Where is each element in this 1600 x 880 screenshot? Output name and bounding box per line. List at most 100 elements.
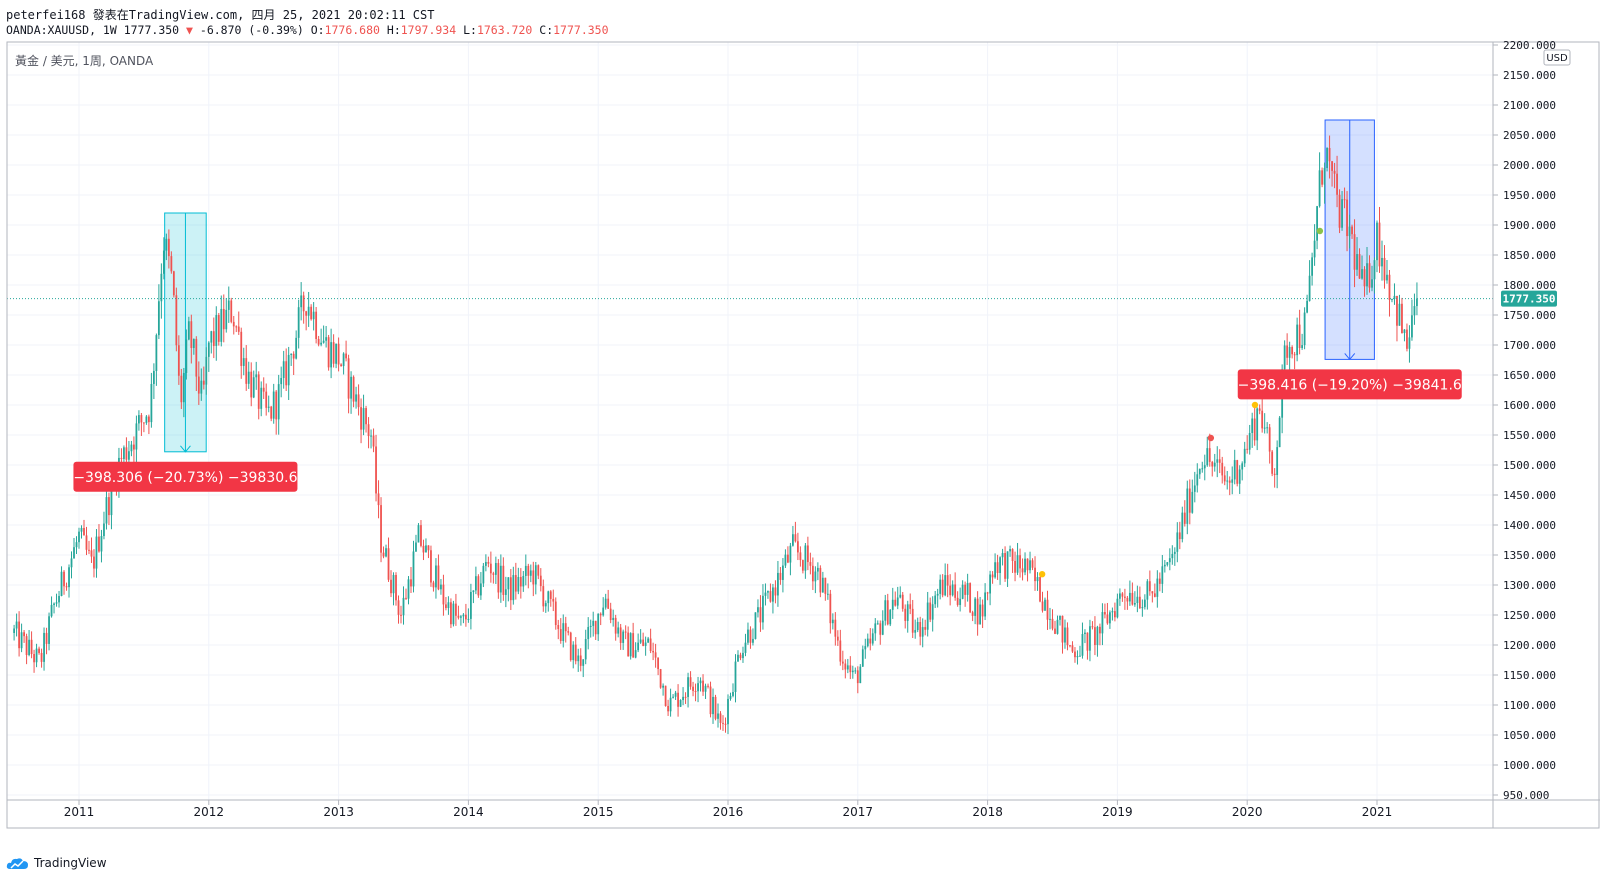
candle	[1311, 252, 1313, 286]
candle	[305, 310, 308, 331]
candle	[1049, 607, 1051, 630]
time-tick-label: 2014	[453, 805, 484, 819]
candle	[235, 325, 238, 333]
candle	[1168, 548, 1171, 571]
event-marker[interactable]	[1316, 227, 1324, 235]
candle	[1318, 152, 1321, 208]
event-marker[interactable]	[1207, 434, 1215, 442]
candle	[854, 667, 857, 674]
candle	[961, 580, 964, 600]
time-tick-label: 2012	[194, 805, 225, 819]
candle	[267, 395, 270, 413]
candle	[1303, 307, 1306, 350]
candle	[1178, 521, 1181, 550]
candle	[604, 593, 607, 610]
candle	[644, 636, 647, 656]
candle	[949, 574, 952, 606]
candle	[1336, 155, 1338, 208]
candle	[694, 683, 697, 702]
candle	[1346, 191, 1348, 252]
candle	[367, 417, 370, 449]
candle	[572, 641, 575, 669]
candle	[1041, 591, 1044, 613]
measure-boxes[interactable]	[164, 119, 1375, 453]
candle	[801, 559, 804, 574]
time-tick-label: 2013	[323, 805, 354, 819]
time-tick-label: 2017	[843, 805, 874, 819]
candle	[1128, 580, 1131, 606]
candle	[647, 636, 650, 644]
candle	[315, 307, 318, 344]
candle	[1366, 246, 1368, 295]
brand-footer[interactable]: TradingView	[6, 856, 107, 870]
candle	[1388, 269, 1391, 317]
candle	[135, 415, 138, 462]
candle	[302, 291, 305, 324]
candle	[629, 632, 632, 660]
candle	[155, 333, 158, 386]
candle	[906, 600, 909, 633]
candle	[914, 619, 917, 639]
currency-badge[interactable]: USD	[1543, 49, 1571, 66]
candle	[856, 666, 859, 694]
candle	[18, 611, 20, 657]
candle	[58, 590, 60, 608]
candle	[1061, 615, 1064, 654]
time-tick-label: 2018	[972, 805, 1003, 819]
measure-label-2: −398.416 (−19.20%) −39841.6	[1238, 369, 1462, 400]
event-marker[interactable]	[1251, 401, 1259, 409]
candle	[994, 553, 996, 579]
candle	[100, 529, 103, 563]
price-tick-label: 1000.000	[1503, 759, 1556, 772]
candle	[322, 325, 325, 344]
measure-box-1[interactable]	[164, 212, 207, 453]
candle	[782, 558, 784, 593]
candle	[200, 368, 203, 401]
price-tick-label: 1600.000	[1503, 399, 1556, 412]
price-tick-label: 1050.000	[1503, 729, 1556, 742]
event-marker[interactable]	[1038, 571, 1046, 578]
candle	[749, 626, 752, 649]
brand-label: TradingView	[34, 856, 107, 870]
candle	[896, 586, 899, 610]
candle	[1323, 162, 1326, 204]
candle	[53, 602, 55, 614]
candle	[1101, 603, 1104, 646]
candle	[1151, 591, 1154, 603]
candle	[1133, 591, 1136, 607]
candle	[165, 233, 168, 261]
candle	[330, 328, 333, 379]
candle	[489, 551, 492, 583]
candle	[839, 629, 842, 666]
candle	[944, 563, 947, 597]
candle	[38, 646, 40, 655]
candle	[60, 566, 63, 597]
candle	[357, 384, 360, 416]
candle	[290, 353, 293, 366]
candle	[484, 554, 487, 572]
candle	[866, 633, 869, 648]
candle	[1014, 551, 1016, 582]
price-tick-label: 1300.000	[1503, 579, 1556, 592]
candle	[1406, 323, 1408, 352]
close-value: 1777.350	[553, 23, 609, 37]
candle	[1191, 479, 1194, 514]
candle	[1021, 558, 1024, 581]
candle	[340, 363, 342, 367]
candle	[1301, 333, 1304, 350]
candle	[30, 631, 33, 659]
grid	[7, 42, 1493, 800]
candle	[1253, 406, 1256, 446]
candle	[742, 646, 744, 663]
candle	[182, 367, 185, 418]
candle	[1211, 460, 1214, 477]
price-tick-label: 2200.000	[1503, 39, 1556, 52]
candle	[534, 561, 537, 595]
candle	[1341, 191, 1343, 231]
candle	[195, 336, 198, 392]
candle	[674, 690, 677, 700]
candle	[1046, 590, 1049, 630]
candle	[479, 572, 482, 600]
candle	[1011, 548, 1014, 573]
